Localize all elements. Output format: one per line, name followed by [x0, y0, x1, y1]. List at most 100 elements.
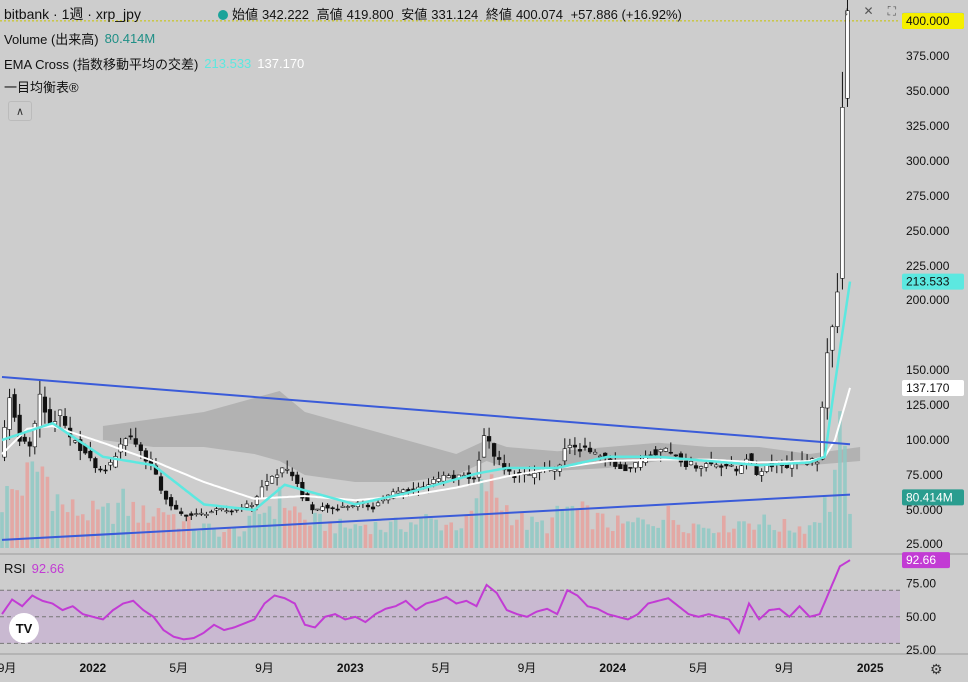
volume-bar [706, 528, 711, 548]
volume-bar [661, 519, 666, 548]
close-label: 終値 [485, 7, 512, 22]
price-tick-label: 300.000 [906, 154, 950, 168]
candle-body [345, 506, 350, 508]
candle-body [184, 514, 189, 517]
candle-body [335, 508, 340, 511]
volume-legend[interactable]: Volume (出来高) 80.414M [4, 29, 155, 48]
change-value: +57.886 (+16.92%) [570, 7, 682, 22]
volume-bar [439, 530, 443, 548]
volume-bar [600, 513, 605, 548]
gear-icon[interactable]: ⚙ [930, 661, 943, 677]
price-tick-label: 200.000 [906, 293, 950, 307]
time-tick-label: 9月 [518, 661, 537, 675]
volume-bar [696, 524, 701, 548]
expand-icon[interactable]: ⛶ [887, 4, 896, 18]
candle-body [204, 514, 209, 516]
collapse-arrow-icon[interactable]: ∧ [8, 101, 32, 121]
volume-bar [15, 490, 19, 548]
candle-body [567, 444, 572, 448]
volume-bar [348, 528, 353, 548]
ema-fast-line [1, 281, 852, 512]
volume-bar [817, 522, 822, 548]
candle-body [174, 504, 179, 510]
candle-body [269, 476, 275, 484]
ema-slow-value: 137.170 [257, 56, 305, 71]
candle-body [280, 467, 285, 474]
price-tick-label: 375.000 [906, 49, 950, 63]
candle-body [582, 445, 588, 448]
candle-body [123, 438, 128, 446]
open-value: 342.222 [262, 7, 310, 22]
volume-bar [656, 527, 660, 548]
candle-body [749, 453, 754, 463]
price-tick-label: 25.000 [906, 537, 943, 551]
volume-bar [626, 521, 630, 548]
low-label: 安値 [401, 7, 428, 22]
volume-bar [722, 515, 726, 548]
volume-bar [621, 523, 625, 548]
volume-bar [535, 522, 539, 548]
candle-body [325, 504, 330, 509]
volume-bar [732, 528, 736, 548]
candle-body [320, 506, 325, 511]
volume-bar [747, 523, 751, 548]
volume-bar [792, 532, 797, 548]
candle-body [481, 435, 487, 458]
volume-bar [318, 513, 322, 548]
volume-bar [217, 536, 221, 548]
candle-body [249, 505, 254, 507]
candle-body [27, 441, 32, 447]
volume-bar [131, 501, 136, 548]
ichimoku-legend[interactable]: 一目均衡表® [4, 77, 79, 96]
volume-bar [156, 508, 161, 548]
candle-body [22, 436, 27, 442]
volume-bar [181, 521, 186, 548]
candle-body [194, 513, 199, 515]
low-value: 331.124 [431, 7, 479, 22]
candle-body [12, 394, 17, 418]
volume-bar [454, 530, 459, 548]
price-marker-bg [902, 273, 964, 290]
rsi-legend[interactable]: RSI 92.66 [4, 561, 64, 576]
volume-bar [388, 521, 393, 548]
symbol-legend: bitbank · 1週 · xrp_jpy [4, 4, 141, 24]
volume-bar [489, 474, 494, 548]
volume-bar [575, 508, 580, 548]
arrow-down-icon[interactable]: ↓ [843, 4, 850, 18]
volume-bar [192, 530, 196, 548]
price-tick-label: 350.000 [906, 84, 950, 98]
volume-bar [424, 514, 428, 548]
volume-bar [5, 486, 9, 548]
candle-body [78, 439, 83, 451]
tradingview-logo-icon[interactable]: TV [9, 613, 39, 643]
symbol-title[interactable]: bitbank · 1週 · xrp_jpy [4, 6, 141, 22]
candle-body [143, 450, 148, 462]
candle-body [638, 459, 643, 468]
volume-bar [0, 512, 4, 548]
candle-body [401, 489, 406, 493]
volume-bar [222, 532, 226, 548]
volume-bar [358, 525, 363, 548]
close-icon[interactable]: ✕ [863, 4, 874, 18]
volume-bar [812, 522, 817, 548]
candle-body [759, 471, 764, 476]
volume-bar [313, 512, 317, 548]
volume-bar [590, 529, 595, 548]
volume-bar [494, 497, 499, 548]
candle-body [370, 506, 376, 510]
ohlc-readout: 始値 342.222 高値 419.800 安値 331.124 終値 400.074 … [212, 4, 686, 23]
volume-bar [686, 533, 691, 548]
candle-body [17, 414, 22, 442]
volume-bar [560, 510, 565, 548]
volume-bar [843, 445, 847, 548]
ema-legend[interactable]: EMA Cross (指数移動平均の交差) 213.533 137.170 [4, 54, 304, 73]
volume-bar [631, 522, 635, 548]
candle-body [93, 458, 98, 469]
candle-body [229, 510, 234, 513]
volume-bar [802, 533, 807, 548]
volume-bar [242, 531, 247, 548]
candle-body [527, 474, 532, 476]
price-marker-label: 400.000 [906, 14, 950, 28]
volume-bar [737, 521, 741, 548]
